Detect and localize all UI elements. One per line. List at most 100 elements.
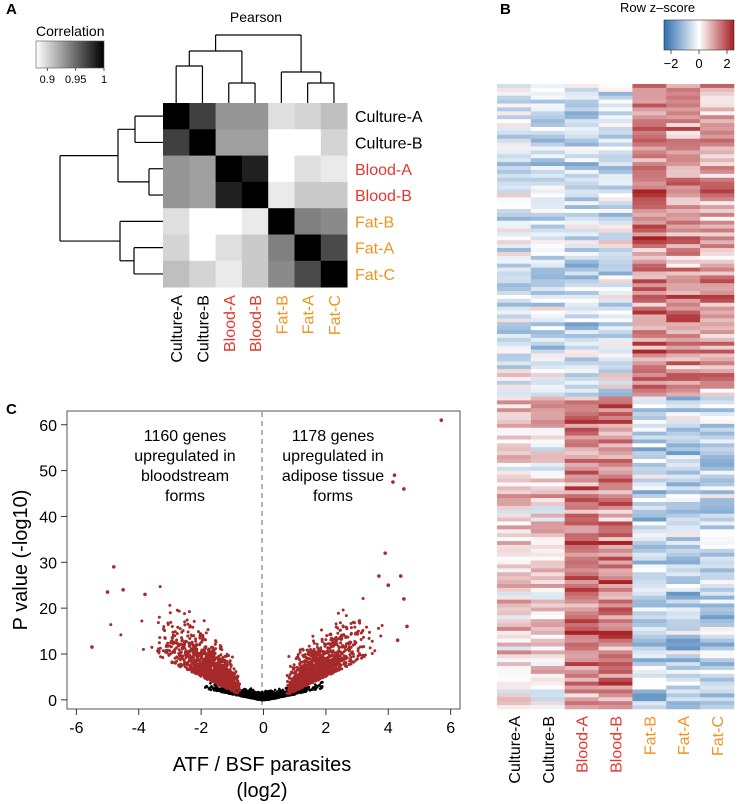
volcano-point-sig <box>351 652 355 656</box>
zscore-cell <box>666 673 701 679</box>
zscore-cell <box>666 634 701 639</box>
zscore-cell <box>530 384 566 389</box>
zscore-cell <box>564 87 599 93</box>
zscore-cell <box>700 189 735 194</box>
zscore-cell <box>700 255 735 261</box>
zscore-cell <box>598 212 633 218</box>
zscore-cell <box>497 291 532 296</box>
volcano-point-sig <box>349 626 353 630</box>
zscore-cell <box>530 572 566 577</box>
zscore-cell <box>598 404 633 409</box>
zscore-cell <box>497 103 532 108</box>
zscore-cell <box>598 314 633 319</box>
zscore-cell <box>700 685 735 690</box>
zscore-cell <box>666 623 701 628</box>
zscore-cell <box>666 685 701 690</box>
zscore-cell <box>598 623 633 628</box>
volcano-point-sig <box>345 626 349 630</box>
volcano-point-sig <box>221 684 225 688</box>
zscore-cell <box>666 642 701 647</box>
volcano-point-sig <box>207 655 211 659</box>
panel-label-a: A <box>6 1 17 18</box>
zscore-cell <box>666 283 701 288</box>
zscore-cell <box>666 361 701 366</box>
correlation-legend-tick-label: 0.95 <box>65 74 86 86</box>
volcano-point-sig <box>202 657 206 661</box>
zscore-cell <box>530 533 566 538</box>
zscore-cell <box>700 619 735 624</box>
volcano-point-sig <box>288 664 292 668</box>
zscore-cell <box>530 486 566 491</box>
zscore-cell <box>530 232 566 237</box>
volcano-point-sig <box>199 641 203 645</box>
volcano-point-sig <box>156 621 160 625</box>
zscore-cell <box>666 509 701 514</box>
zscore-cell <box>700 162 735 167</box>
volcano-point-ns <box>260 693 264 697</box>
zscore-cell <box>598 689 633 694</box>
volcano-point-ns <box>208 686 212 690</box>
volcano-point-sig <box>313 655 317 659</box>
zscore-cell <box>598 384 633 389</box>
zscore-cell <box>598 361 633 366</box>
zscore-cell <box>564 408 599 413</box>
zscore-cell <box>700 306 735 311</box>
zscore-cell <box>564 701 599 706</box>
zscore-cell <box>700 376 735 382</box>
volcano-point-sig <box>218 676 222 680</box>
correlation-cell <box>294 103 322 130</box>
zscore-cell <box>497 154 532 159</box>
zscore-cell <box>530 224 566 229</box>
zscore-cell <box>598 392 633 397</box>
zscore-cell <box>598 189 633 194</box>
volcano-point-ns <box>249 687 253 690</box>
zscore-cell <box>497 181 532 186</box>
zscore-cell <box>564 244 599 249</box>
zscore-cell <box>632 537 667 542</box>
zscore-cell <box>497 525 532 530</box>
zscore-cell <box>632 146 667 151</box>
zscore-legend-ticks: −2 0 2 <box>664 50 731 71</box>
zscore-cell <box>666 158 701 163</box>
zscore-cell <box>632 490 667 495</box>
zscore-cell <box>666 306 701 311</box>
zscore-cell <box>497 423 532 429</box>
zscore-cell <box>598 521 633 526</box>
zscore-cell <box>564 189 599 194</box>
zscore-cell <box>530 435 566 440</box>
zscore-cell <box>497 134 532 139</box>
zscore-cell <box>598 181 633 186</box>
zscore-cell <box>632 662 667 667</box>
zscore-cell <box>632 646 667 651</box>
zscore-cell <box>700 447 735 452</box>
zscore-cell <box>632 451 667 456</box>
volcano-point-ns <box>314 688 317 691</box>
zscore-cell <box>564 669 599 675</box>
zscore-cell <box>564 478 599 483</box>
zscore-cell <box>530 462 566 468</box>
zscore-cell <box>700 533 735 538</box>
zscore-cell <box>598 205 633 210</box>
zscore-cell <box>700 474 735 479</box>
zscore-cell <box>530 212 566 218</box>
zscore-cell <box>700 658 735 663</box>
zscore-cell <box>497 685 532 690</box>
volcano-point-sig <box>194 660 198 664</box>
volcano-point-sig <box>177 663 181 667</box>
zscore-cell <box>700 451 735 456</box>
zscore-cell <box>497 146 532 151</box>
zscore-cell <box>632 521 667 526</box>
zscore-cell <box>598 84 633 89</box>
zscore-cell <box>632 224 667 229</box>
zscore-cell <box>598 298 633 304</box>
zscore-cell <box>497 287 532 292</box>
zscore-cell <box>666 447 701 452</box>
correlation-column-label: Culture-A <box>169 295 186 363</box>
zscore-cell <box>666 369 701 374</box>
volcano-point-sig <box>196 657 200 661</box>
zscore-cell <box>598 173 633 179</box>
zscore-cell <box>632 181 667 186</box>
volcano-point-sig <box>206 628 210 632</box>
zscore-cell <box>666 357 701 362</box>
